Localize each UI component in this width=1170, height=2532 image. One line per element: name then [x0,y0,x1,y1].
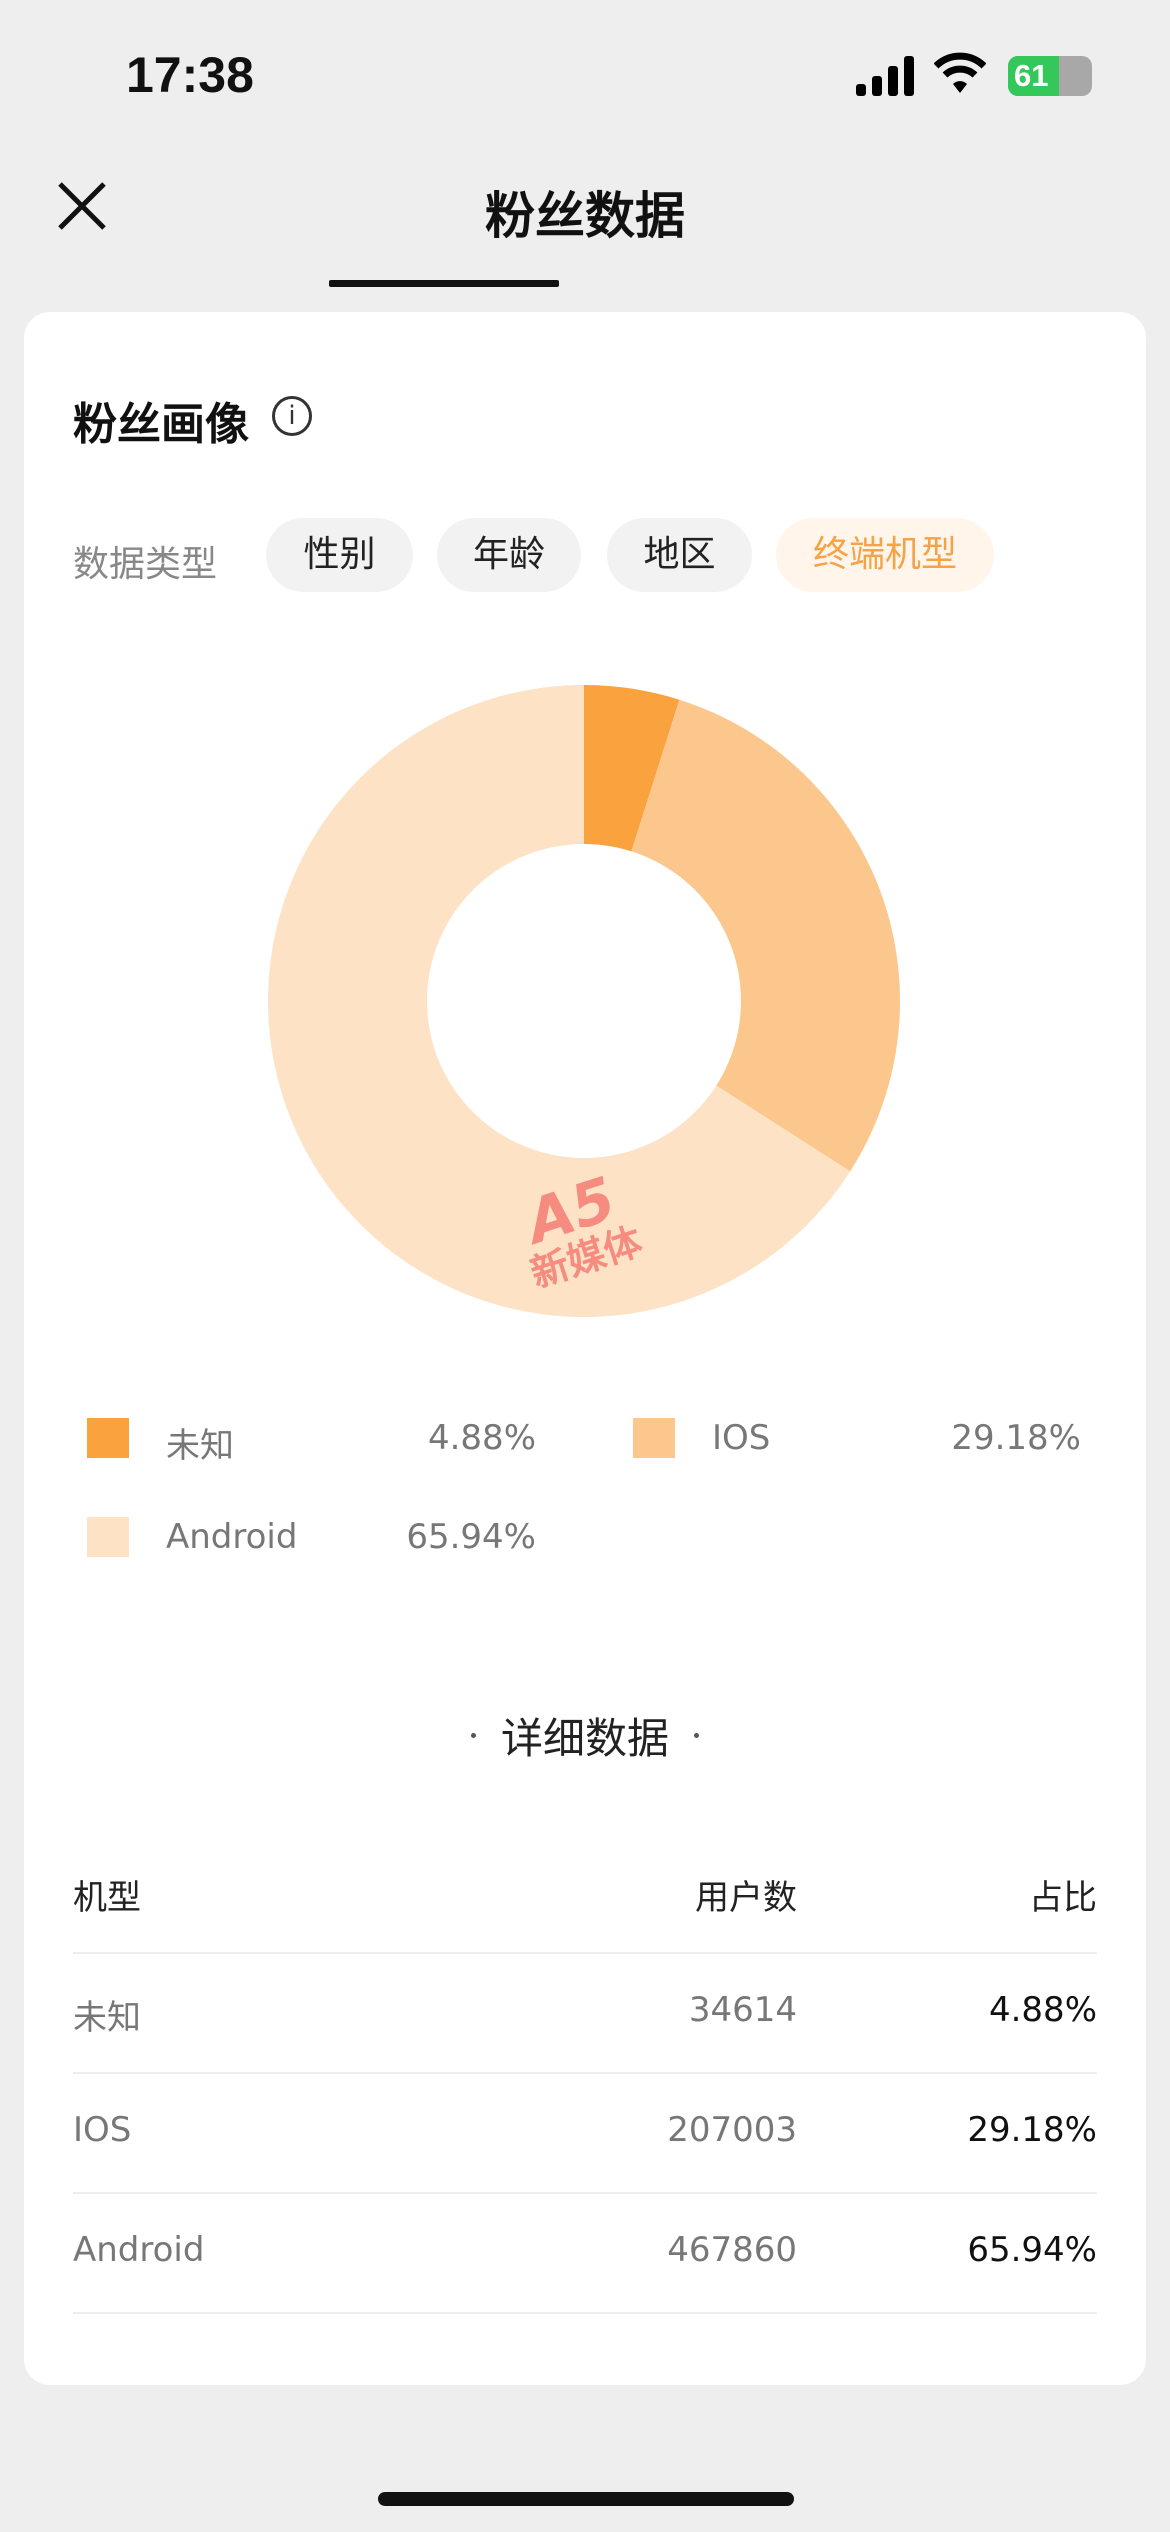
decor-dot [471,1733,476,1738]
donut-slice-未知[interactable] [584,685,680,852]
column-header-model: 机型 [73,1878,141,1918]
chip-gender[interactable]: 性别 [266,518,413,592]
legend-swatch-android [87,1517,129,1557]
divider [73,2192,1097,2194]
donut-slice-Android[interactable] [268,685,851,1317]
table-cell-model: Android [73,2230,205,2270]
divider [73,1952,1097,1954]
legend-value: 65.94% [406,1517,536,1557]
table-cell-users: 467860 [667,2230,797,2270]
page-title: 粉丝数据 [485,187,685,245]
legend-label: 未知 [166,1426,234,1466]
divider [73,2072,1097,2074]
data-type-label: 数据类型 [73,544,218,585]
chip-device[interactable]: 终端机型 [776,518,994,592]
home-indicator[interactable] [378,2492,794,2506]
status-time: 17:38 [126,47,254,103]
table-cell-share: 65.94% [967,2230,1097,2270]
battery-icon: 61 [1008,56,1092,96]
chip-age[interactable]: 年龄 [437,518,581,592]
divider [73,2312,1097,2314]
table-cell-model: IOS [73,2110,132,2150]
tab-indicator [329,280,559,287]
close-icon[interactable] [56,180,108,232]
table-cell-share: 4.88% [988,1990,1097,2030]
legend-label: IOS [712,1418,771,1458]
donut-chart [268,685,900,1317]
section-title: 粉丝画像 [73,399,249,450]
donut-slice-IOS[interactable] [631,699,900,1172]
signal-icon [856,56,914,96]
decor-dot [694,1733,699,1738]
detail-title: 详细数据 [500,1714,669,1763]
legend-value: 4.88% [427,1418,536,1458]
table-cell-model: 未知 [73,1998,141,2038]
chip-region[interactable]: 地区 [607,518,752,592]
info-icon[interactable]: i [272,396,312,436]
table-cell-users: 34614 [688,1990,797,2030]
legend-swatch-unknown [87,1418,129,1458]
battery-level: 61 [1014,58,1049,93]
table-cell-users: 207003 [667,2110,797,2150]
legend-label: Android [166,1517,298,1557]
column-header-share: 占比 [1029,1878,1097,1918]
table-cell-share: 29.18% [967,2110,1097,2150]
wifi-icon [934,52,986,93]
legend-value: 29.18% [951,1418,1081,1458]
fan-profile-card [24,312,1146,2385]
column-header-users: 用户数 [695,1878,797,1918]
legend-swatch-ios [633,1418,675,1458]
